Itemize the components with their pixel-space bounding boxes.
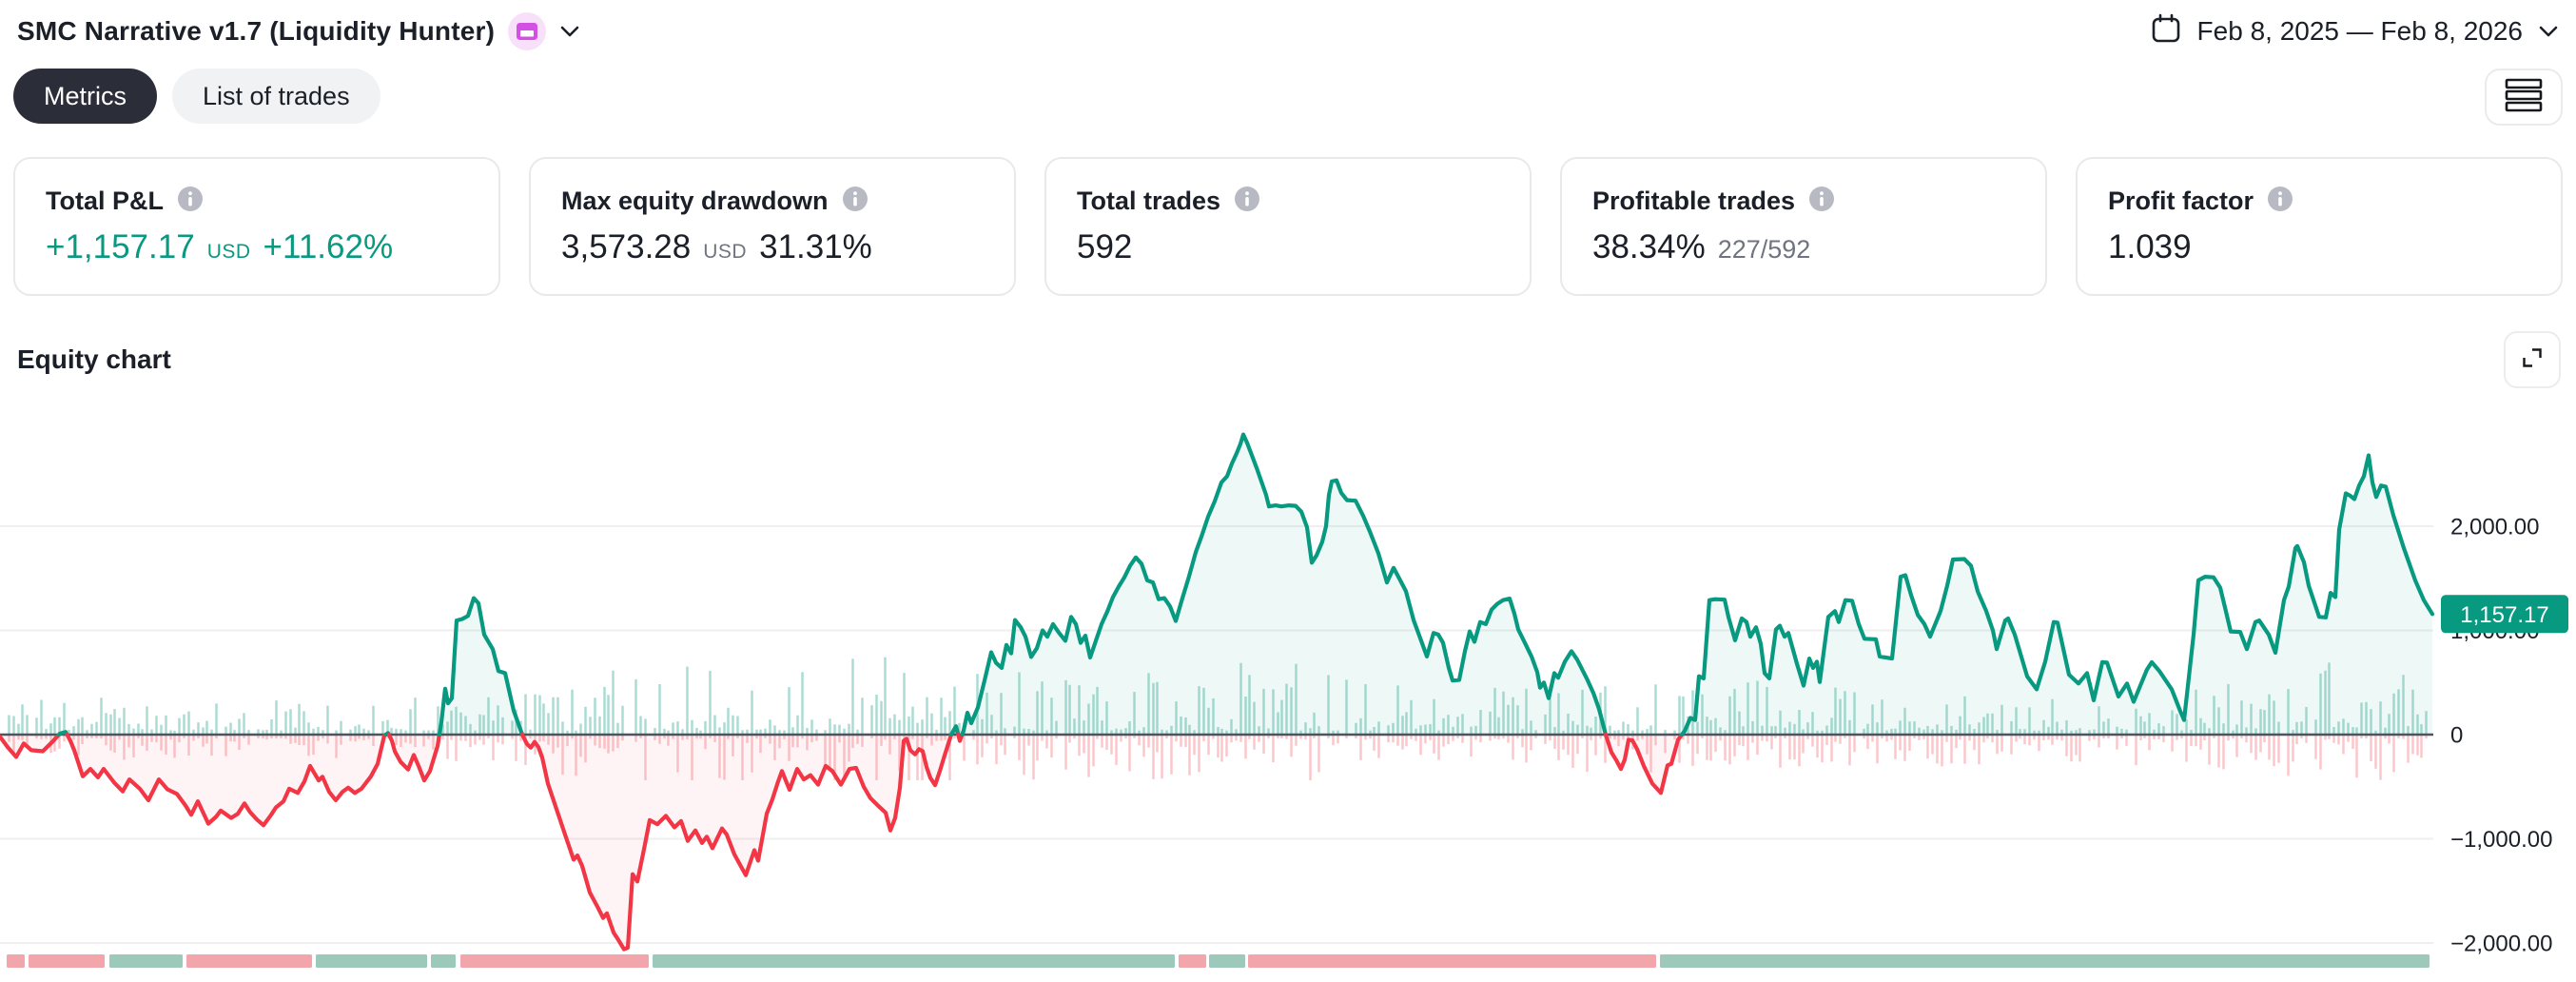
y-axis-tick-label: −2,000.00 [2450,932,2552,957]
tab-list-of-trades-label: List of trades [203,81,350,110]
card-label: Profitable trades [1592,187,1796,215]
trade-direction-strip-segment [1660,954,2430,968]
card-unit: USD [703,241,748,263]
trade-direction-strip-segment [1248,954,1656,968]
card-extra: 31.31% [759,228,872,265]
last-value-badge-label: 1,157.17 [2460,602,2548,628]
calendar-icon [2150,12,2182,51]
trade-direction-strip-segment [1179,954,1206,968]
tab-metrics-label: Metrics [44,81,127,110]
equity-line-negative [1603,732,1685,795]
tabs-row: Metrics List of trades [13,69,2563,126]
equity-area-negative [67,735,386,826]
trade-bars-positive [8,657,2428,735]
equity-line-positive [960,432,1609,737]
expand-chart-button[interactable] [2504,331,2561,388]
equity-line-negative [0,732,62,759]
trade-direction-strip-segment [460,954,649,968]
rows-list-icon [2504,76,2544,119]
equity-chart[interactable]: 2,000.001,000.000−1,000.00−2,000.001,157… [0,409,2576,982]
card-extra: 227/592 [1717,235,1811,264]
equity-line-negative [65,732,388,828]
equity-line-negative [956,732,965,743]
date-range-picker[interactable]: Feb 8, 2025 — Feb 8, 2026 [2150,12,2559,51]
info-icon[interactable] [177,186,204,217]
metric-card-max-drawdown: Max equity drawdown 3,573.28 USD 31.31% [529,157,1016,296]
layout-toggle-button[interactable] [2485,69,2563,126]
equity-line-positive [948,724,961,737]
title-chevron-down-icon[interactable] [559,25,580,38]
expand-icon [2516,342,2548,379]
info-icon[interactable] [842,186,868,217]
view-tabs: Metrics List of trades [13,69,381,124]
card-value: 3,573.28 [561,228,692,265]
equity-line-negative [386,732,441,783]
y-axis-tick-label: −1,000.00 [2450,827,2552,853]
card-label: Profit factor [2108,187,2254,215]
trade-direction-strip-segment [1209,954,1245,968]
equity-line-negative [519,732,954,952]
trade-direction-strip-segment [7,954,25,968]
card-label: Total trades [1077,187,1221,215]
metric-cards: Total P&L +1,157.17 USD +11.62% Max equi… [13,157,2563,296]
card-value: +1,157.17 [46,228,195,265]
equity-line-positive [437,596,525,737]
date-chevron-down-icon [2538,25,2559,38]
card-value: 38.34% [1592,228,1706,265]
strategy-title-group[interactable]: SMC Narrative v1.7 (Liquidity Hunter) [17,12,580,50]
card-value: 1.039 [2108,228,2192,265]
y-axis-tick-label: 0 [2450,723,2463,749]
trade-direction-strip-segment [316,954,427,968]
metric-card-total-trades: Total trades 592 [1044,157,1532,296]
metric-card-profit-factor: Profit factor 1.039 [2076,157,2563,296]
info-icon[interactable] [1234,186,1260,217]
metric-card-total-pnl: Total P&L +1,157.17 USD +11.62% [13,157,500,296]
equity-area-negative [522,735,951,950]
y-axis-tick-label: 2,000.00 [2450,515,2539,540]
card-extra: +11.62% [263,228,394,265]
trade-direction-strip-segment [29,954,105,968]
card-label: Total P&L [46,187,164,215]
tab-list-of-trades[interactable]: List of trades [172,69,381,124]
page-title: SMC Narrative v1.7 (Liquidity Hunter) [17,16,496,46]
card-label: Max equity drawdown [561,187,829,215]
trade-direction-strip-segment [653,954,1175,968]
trade-bars-negative [8,735,2428,780]
metric-card-profitable-trades: Profitable trades 38.34% 227/592 [1560,157,2047,296]
equity-area-negative [0,735,59,757]
equity-area-positive [439,598,522,735]
trade-direction-strip-segment [109,954,183,968]
equity-area-negative [388,735,439,781]
equity-line-positive [1680,453,2435,737]
header: SMC Narrative v1.7 (Liquidity Hunter) Fe… [17,6,2559,57]
info-icon[interactable] [1808,186,1835,217]
date-range-label: Feb 8, 2025 — Feb 8, 2026 [2196,16,2523,46]
tab-metrics[interactable]: Metrics [13,69,157,124]
info-icon[interactable] [2267,186,2293,217]
card-value: 592 [1077,228,1133,265]
chart-header: Equity chart [17,331,2561,388]
last-value-badge [2441,595,2568,634]
trade-direction-strip-segment [431,954,456,968]
pink-calendar-icon [508,12,547,50]
card-unit: USD [206,241,251,263]
equity-area-positive [1682,455,2432,735]
section-title: Equity chart [17,344,171,374]
equity-area-positive [962,434,1606,735]
trade-direction-strip-segment [186,954,312,968]
